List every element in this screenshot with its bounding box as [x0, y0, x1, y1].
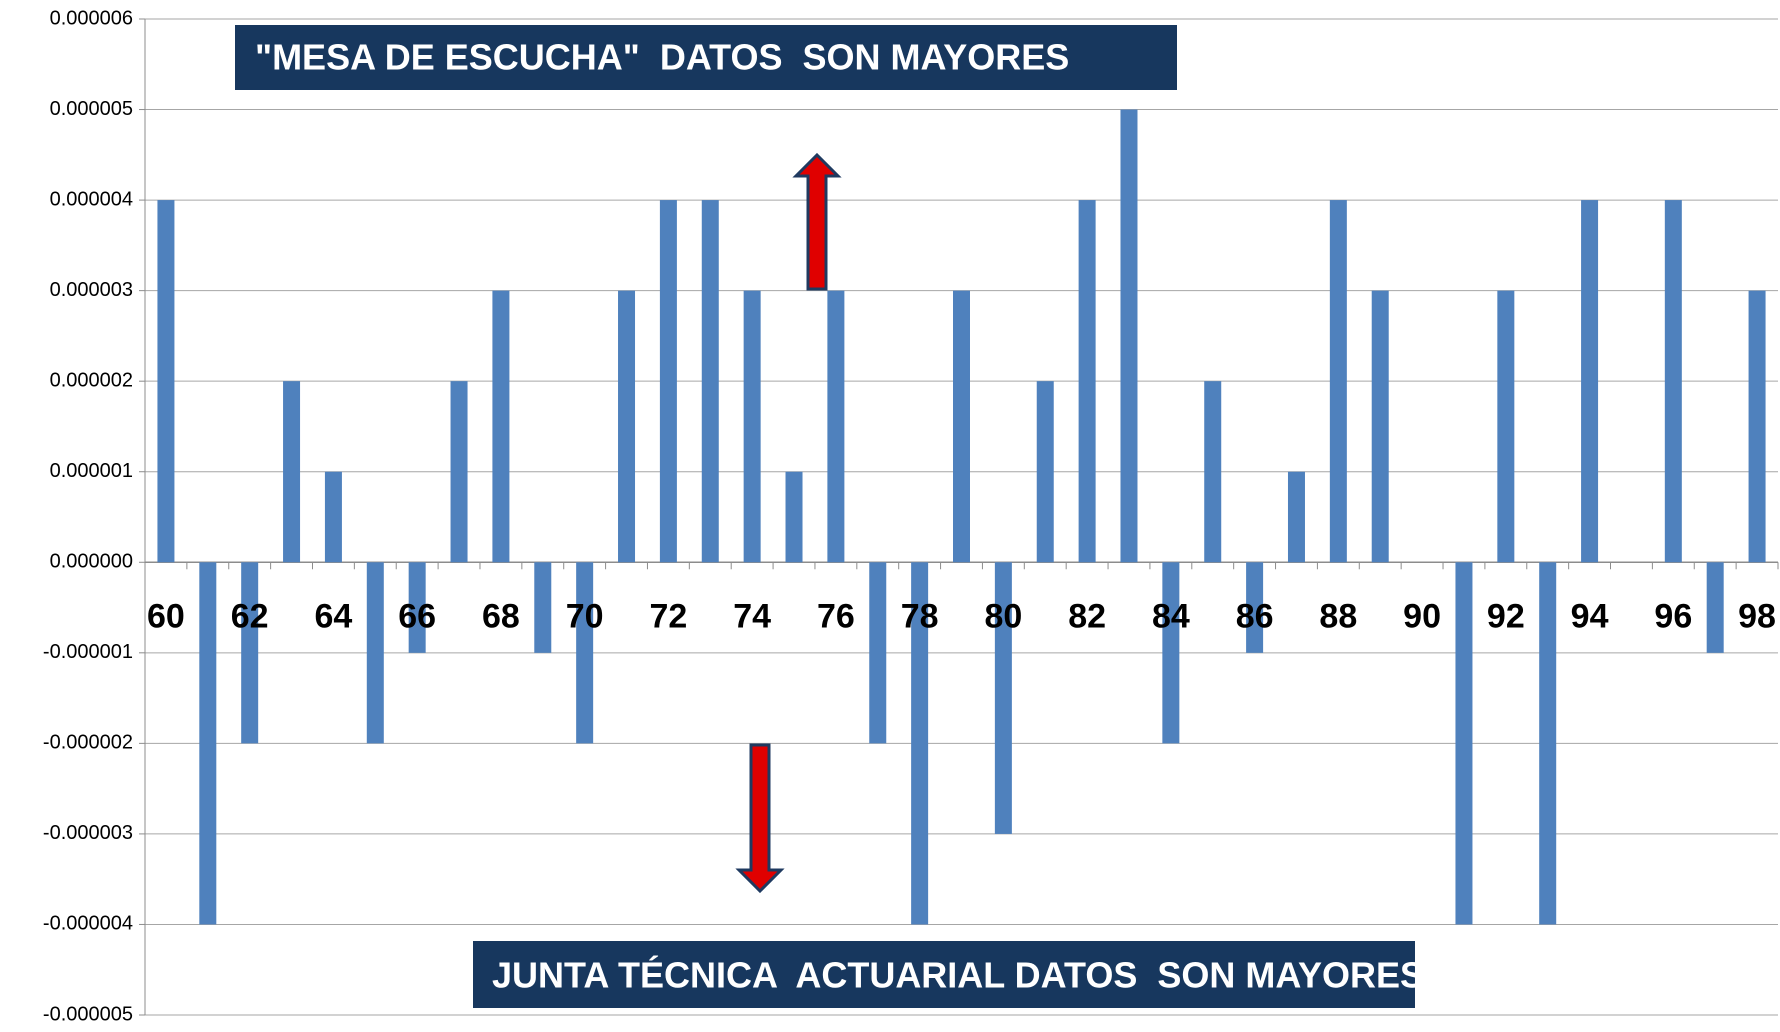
bar — [324, 471, 342, 563]
x-tick-label: 98 — [1738, 597, 1776, 635]
x-tick-label: 90 — [1403, 597, 1441, 635]
annotation: JUNTA TÉCNICA ACTUARIAL DATOS SON MAYORE… — [492, 955, 1424, 996]
x-tick-label: 82 — [1068, 597, 1106, 635]
x-tick-label: 70 — [566, 597, 604, 635]
y-tick-label: -0.000001 — [43, 641, 133, 663]
x-tick-label: 72 — [649, 597, 687, 635]
x-tick-label: 64 — [315, 597, 353, 635]
annotation-box — [235, 25, 1177, 90]
bars — [157, 109, 1766, 925]
x-tick-label: 76 — [817, 597, 855, 635]
x-tick-label: 74 — [733, 597, 771, 635]
x-tick-label: 60 — [147, 597, 185, 635]
annotation-box — [473, 941, 1415, 1008]
bar — [534, 562, 552, 653]
y-tick-label: -0.000002 — [43, 732, 133, 754]
arrow-down — [735, 743, 785, 894]
x-tick-label: 84 — [1152, 597, 1190, 635]
x-tick-label: 66 — [398, 597, 436, 635]
annotation: "MESA DE ESCUCHA" DATOS SON MAYORES — [255, 37, 1069, 78]
y-tick-label: 0.000000 — [50, 551, 133, 573]
bar — [1120, 109, 1138, 563]
bar — [1078, 200, 1096, 563]
y-tick-label: 0.000005 — [50, 98, 133, 120]
y-tick-label: 0.000006 — [50, 7, 133, 29]
bar — [1204, 381, 1222, 563]
y-tick-label: -0.000005 — [43, 1003, 133, 1025]
bar — [1581, 200, 1599, 563]
bar — [1162, 562, 1180, 744]
bar — [659, 200, 677, 563]
bar — [1748, 290, 1766, 563]
bar — [199, 562, 217, 925]
bar — [1036, 381, 1054, 563]
x-tick-label: 68 — [482, 597, 520, 635]
x-tick-label: 88 — [1319, 597, 1357, 635]
y-tick-label: -0.000004 — [43, 913, 133, 935]
bar — [701, 200, 719, 563]
bar — [157, 200, 175, 563]
bar — [492, 290, 510, 563]
bar — [1497, 290, 1515, 563]
x-tick-label: 62 — [231, 597, 269, 635]
bar — [1371, 290, 1389, 563]
x-tick-label: 92 — [1487, 597, 1525, 635]
bar — [1539, 562, 1557, 925]
x-tick-label: 94 — [1571, 597, 1609, 635]
bar — [994, 562, 1012, 834]
bar — [1287, 471, 1305, 563]
bar — [1246, 562, 1264, 653]
bar — [785, 471, 803, 563]
bar — [283, 381, 301, 563]
labels: -0.000005 -0.000004 -0.000003 -0.000002 -0.0… — [43, 7, 1776, 1025]
bar — [576, 562, 594, 744]
x-tick-label: 86 — [1236, 597, 1274, 635]
bar — [1706, 562, 1724, 653]
y-tick-label: 0.000001 — [50, 460, 133, 482]
bar — [1664, 200, 1682, 563]
bar — [869, 562, 887, 744]
y-tick-label: 0.000003 — [50, 279, 133, 301]
bar — [408, 562, 426, 653]
y-tick-label: 0.000004 — [50, 188, 133, 210]
bar — [366, 562, 384, 744]
bar — [1329, 200, 1347, 563]
bar — [241, 562, 259, 744]
bar — [743, 290, 761, 563]
x-tick-label: 78 — [901, 597, 939, 635]
bar — [618, 290, 636, 563]
arrow-up — [792, 152, 842, 291]
bar — [827, 290, 845, 563]
x-tick-label: 96 — [1654, 597, 1692, 635]
y-tick-label: 0.000002 — [50, 369, 133, 391]
bar — [953, 290, 970, 563]
y-tick-label: -0.000003 — [43, 822, 133, 844]
bar — [911, 562, 929, 925]
x-tick-label: 80 — [984, 597, 1022, 635]
bar — [1455, 562, 1473, 925]
bar — [450, 381, 468, 563]
